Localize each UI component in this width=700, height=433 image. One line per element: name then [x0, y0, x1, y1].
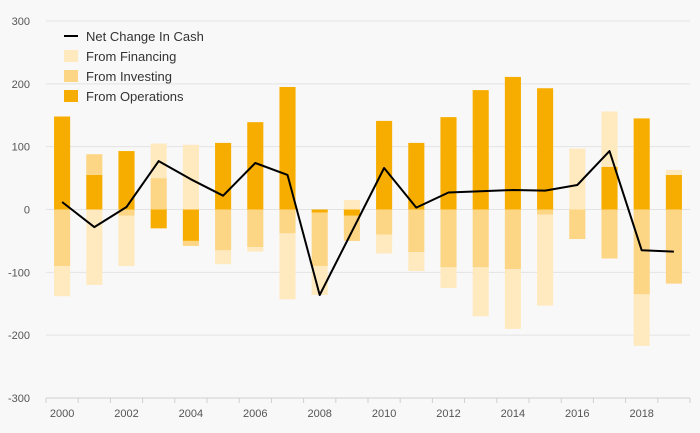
bar-from-financing [215, 250, 232, 265]
x-tick-label: 2012 [436, 408, 460, 420]
legend-item-operations: From Operations [64, 86, 204, 106]
x-tick-label: 2016 [565, 408, 589, 420]
y-tick-label: -200 [8, 330, 30, 342]
bar-from-financing [376, 234, 393, 254]
bar-from-financing [54, 266, 71, 297]
bar-from-investing [118, 209, 135, 216]
bar-from-investing [247, 209, 264, 248]
bar-from-financing [633, 294, 650, 346]
bar-from-financing [665, 169, 682, 175]
bar-from-operations [665, 174, 682, 210]
bar-from-investing [376, 209, 393, 235]
y-tick-label: 300 [12, 16, 30, 28]
x-tick-label: 2014 [501, 408, 525, 420]
bar-from-financing [440, 267, 457, 289]
bar-from-operations [279, 86, 296, 210]
bar-from-operations [118, 151, 135, 210]
legend-line-swatch [64, 35, 78, 37]
bar-from-financing [279, 233, 296, 300]
bar-from-operations [601, 166, 618, 210]
bar-from-investing [54, 209, 71, 267]
bar-from-operations [376, 120, 393, 210]
bar-from-financing [247, 247, 264, 252]
bar-from-investing [182, 240, 199, 246]
bar-from-investing [537, 209, 554, 215]
axis-layer: 300 200 100 0 -100 -200 -300 2000 2002 2004 2006 20… [8, 16, 691, 420]
x-tick-label: 2002 [114, 408, 138, 420]
bar-from-investing [665, 209, 682, 284]
bar-from-investing [86, 154, 103, 175]
bar-from-financing [472, 267, 489, 317]
bar-from-investing [408, 209, 425, 253]
bar-from-operations [215, 142, 232, 210]
bar-from-investing [569, 209, 586, 240]
legend-label-investing: From Investing [86, 68, 172, 84]
bar-from-operations [537, 88, 554, 210]
legend-item-investing: From Investing [64, 66, 204, 86]
y-tick-label: -300 [8, 393, 30, 405]
bar-from-financing [504, 269, 521, 329]
legend-swatch-operations [64, 90, 78, 102]
x-tick-label: 2006 [243, 408, 267, 420]
bar-layer [54, 76, 682, 346]
legend-item-net-change: Net Change In Cash [64, 26, 204, 46]
bar-from-investing [150, 178, 167, 210]
bar-from-operations [343, 209, 360, 216]
bar-from-operations [182, 209, 199, 241]
line-layer [61, 150, 674, 296]
bar-from-operations [86, 174, 103, 210]
bar-from-operations [247, 122, 264, 210]
bar-from-investing [440, 209, 457, 268]
bar-from-operations [633, 118, 650, 210]
bar-from-investing [215, 209, 232, 251]
bar-from-operations [54, 116, 71, 210]
bar-from-operations [440, 117, 457, 210]
y-tick-label: -100 [8, 267, 30, 279]
bar-from-operations [311, 209, 328, 213]
bar-from-financing [343, 200, 360, 210]
bar-from-financing [569, 148, 586, 210]
bar-from-investing [311, 212, 328, 267]
x-tick-label: 2010 [372, 408, 396, 420]
net-change-line [61, 150, 674, 296]
bar-from-operations [504, 76, 521, 210]
legend-swatch-investing [64, 70, 78, 82]
bar-from-investing [601, 209, 618, 259]
legend-label-operations: From Operations [86, 88, 184, 104]
x-tick-label: 2000 [50, 408, 74, 420]
bar-from-operations [472, 90, 489, 210]
x-tick-label: 2008 [307, 408, 331, 420]
legend-label-financing: From Financing [86, 48, 177, 64]
y-tick-label: 200 [12, 79, 30, 91]
x-tick-label: 2018 [629, 408, 653, 420]
bar-from-investing [279, 209, 296, 234]
bar-from-investing [633, 209, 650, 295]
legend-swatch-financing [64, 50, 78, 62]
bar-from-investing [472, 209, 489, 268]
x-tick-label: 2004 [179, 408, 203, 420]
bar-from-financing [601, 111, 618, 167]
bar-from-investing [504, 209, 521, 270]
bar-from-financing [118, 215, 135, 267]
bar-from-financing [182, 144, 199, 210]
legend: Net Change In Cash From Financing From I… [64, 26, 204, 106]
y-tick-label: 0 [24, 205, 30, 217]
bar-from-financing [537, 214, 554, 306]
bar-from-operations [408, 142, 425, 210]
bar-from-financing [86, 209, 103, 285]
bar-from-financing [408, 252, 425, 272]
legend-item-financing: From Financing [64, 46, 204, 66]
bar-from-operations [150, 209, 167, 229]
y-tick-label: 100 [12, 142, 30, 154]
legend-label-net-change: Net Change In Cash [86, 28, 204, 44]
